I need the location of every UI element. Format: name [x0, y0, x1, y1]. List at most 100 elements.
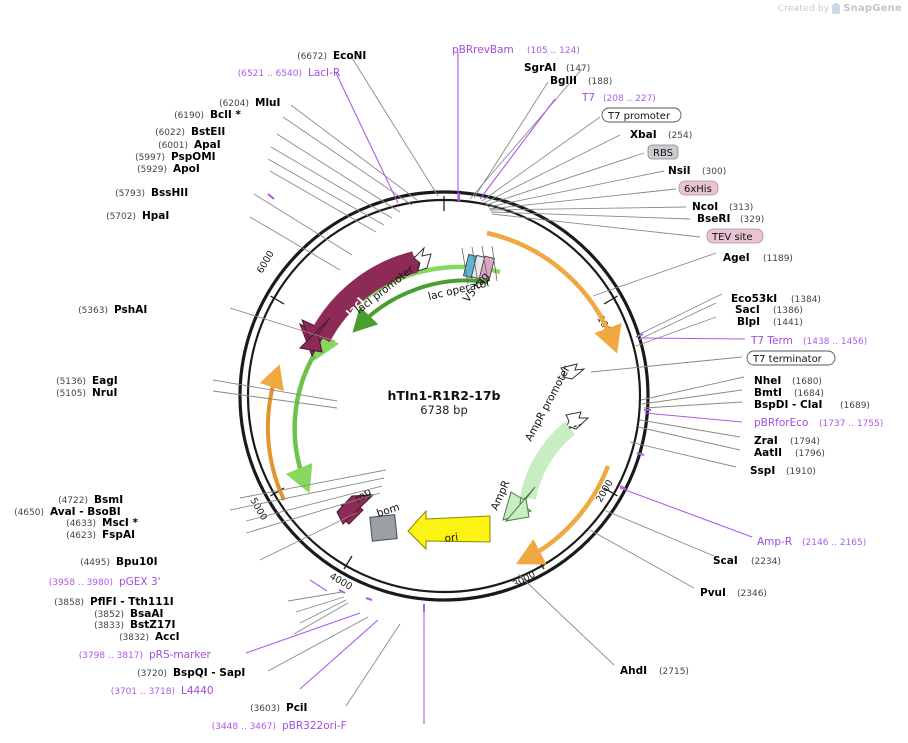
label-enzyme-EcoNI[interactable]: EcoNI [333, 50, 366, 62]
label-enzyme-EagI[interactable]: EagI [92, 375, 118, 387]
label-pos: (208 .. 227) [603, 94, 656, 104]
feature-arc-orange-left [259, 364, 286, 501]
label-pos: (1794) [790, 437, 820, 447]
feature-arc-green-dark-top [352, 278, 489, 333]
label-enzyme-SspI[interactable]: SspI [750, 465, 775, 477]
label-enzyme-NcoI[interactable]: NcoI [692, 201, 718, 213]
label-enzyme-BseRI[interactable]: BseRI [697, 213, 730, 225]
label-pos: (3798 .. 3817) [79, 651, 143, 661]
feature-box-RBS[interactable]: RBS [647, 144, 679, 160]
label-pos: (6022) [155, 128, 185, 138]
label-pos: (2234) [751, 557, 781, 567]
label-enzyme-BmtI[interactable]: BmtI [754, 387, 782, 399]
label-pos: (6521 .. 6540) [238, 69, 302, 79]
label-pos: (1386) [773, 306, 803, 316]
label-pos: (1438 .. 1456) [803, 337, 867, 347]
label-primer-pBRrevBam[interactable]: pBRrevBam [452, 44, 514, 56]
feature-box-T7-promoter[interactable]: T7 promoter [601, 107, 682, 123]
label-pos: (1796) [795, 449, 825, 459]
label-enzyme-ApaI[interactable]: ApaI [194, 139, 221, 151]
label-enzyme-Bpu10I[interactable]: Bpu10I [116, 556, 158, 568]
label-enzyme-BglII[interactable]: BglII [550, 75, 577, 87]
label-enzyme-NheI[interactable]: NheI [754, 375, 781, 387]
feature-box-label: T7 terminator [752, 354, 823, 365]
label-pos: (5997) [135, 153, 165, 163]
label-primer-T7[interactable]: T7 [581, 92, 595, 104]
label-primer-pBR322ori-F[interactable]: pBR322ori-F [282, 720, 347, 732]
label-pos: (4650) [14, 508, 44, 518]
label-enzyme-AccI[interactable]: AccI [155, 631, 179, 643]
label-enzyme-BclI[interactable]: BclI * [210, 109, 241, 121]
label-enzyme-PvuI[interactable]: PvuI [700, 587, 726, 599]
label-enzyme-NsiI[interactable]: NsiI [668, 165, 691, 177]
label-primer-pBRforEco[interactable]: pBRforEco [754, 417, 808, 429]
label-pos: (4495) [80, 558, 110, 568]
label-enzyme-SgrAI[interactable]: SgrAI [524, 62, 556, 74]
label-enzyme-ScaI[interactable]: ScaI [713, 555, 738, 567]
label-enzyme-XbaI[interactable]: XbaI [630, 129, 657, 141]
label-primer-T7Term[interactable]: T7 Term [750, 335, 793, 347]
label-pos: (3701 .. 3718) [111, 687, 175, 697]
label-primer-L4440[interactable]: L4440 [181, 685, 214, 697]
label-pos: (5363) [78, 306, 108, 316]
label-enzyme-Eco53kI[interactable]: Eco53kI [731, 293, 777, 305]
label-pos: (3833) [94, 621, 124, 631]
label-group-bottom-right: Amp-R (2146 .. 2165) ScaI (2234) PvuI (2… [620, 536, 866, 677]
label-enzyme-MscI[interactable]: MscI * [102, 517, 138, 529]
label-primer-pRS-marker[interactable]: pRS-marker [149, 649, 212, 661]
label-enzyme-BspQI-SapI[interactable]: BspQI - SapI [173, 667, 245, 679]
feature-box-label: RBS [653, 148, 673, 159]
label-pos: (188) [588, 77, 612, 87]
label-group-bottom-left: (4722) BsmI (4650) AvaI - BsoBI (4633) M… [14, 494, 347, 732]
label-pos: (1737 .. 1755) [819, 419, 883, 429]
label-enzyme-PshAI[interactable]: PshAI [114, 304, 147, 316]
label-pos: (3852) [94, 610, 124, 620]
label-pos: (1680) [792, 377, 822, 387]
label-enzyme-ZraI[interactable]: ZraI [754, 435, 778, 447]
label-enzyme-BsmI[interactable]: BsmI [94, 494, 123, 506]
label-enzyme-BstEII[interactable]: BstEII [191, 126, 225, 138]
label-enzyme-FspAI[interactable]: FspAI [102, 529, 135, 541]
label-pos: (6672) [297, 52, 327, 62]
label-pos: (5793) [115, 189, 145, 199]
feature-box-T7-terminator[interactable]: T7 terminator [746, 350, 836, 366]
label-pos: (1189) [763, 254, 793, 264]
label-pos: (6204) [219, 99, 249, 109]
feature-box-label: 6xHis [684, 184, 712, 195]
feature-box-6xHis[interactable]: 6xHis [678, 180, 719, 196]
label-enzyme-PspOMI[interactable]: PspOMI [171, 151, 216, 163]
label-enzyme-PciI[interactable]: PciI [286, 702, 307, 714]
feature-box-label: TEV site [711, 232, 753, 243]
label-primer-LacI-R[interactable]: LacI-R [308, 67, 340, 79]
label-primer-Amp-R[interactable]: Amp-R [757, 536, 792, 548]
label-enzyme-BspDI-ClaI[interactable]: BspDI - ClaI [754, 399, 822, 411]
feature-lacI-promoter-arrow [413, 246, 432, 272]
label-enzyme-AgeI[interactable]: AgeI [723, 252, 750, 264]
snapgene-watermark: Created by SnapGene [778, 3, 902, 14]
label-pos: (1441) [773, 318, 803, 328]
label-pos: (4623) [66, 531, 96, 541]
label-enzyme-HpaI[interactable]: HpaI [142, 210, 169, 222]
label-enzyme-ApoI[interactable]: ApoI [173, 163, 200, 175]
label-enzyme-NruI[interactable]: NruI [92, 387, 117, 399]
label-enzyme-AatII[interactable]: AatII [754, 447, 782, 459]
feature-box-TEV-site[interactable]: TEV site [706, 228, 764, 244]
label-pos: (1684) [794, 389, 824, 399]
label-enzyme-MluI[interactable]: MluI [255, 97, 280, 109]
label-pos: (4722) [58, 496, 88, 506]
label-enzyme-SacI[interactable]: SacI [735, 304, 760, 316]
label-enzyme-AhdI[interactable]: AhdI [620, 665, 647, 677]
feature-ampR-arrow [502, 421, 584, 522]
label-group-left: (5363) PshAI (5136) EagI (5105) NruI [56, 304, 147, 399]
label-enzyme-BlpI[interactable]: BlpI [737, 316, 760, 328]
label-enzyme-BsaAI[interactable]: BsaAI [130, 608, 163, 620]
label-enzyme-AvaI-BsoBI[interactable]: AvaI - BsoBI [50, 506, 121, 518]
label-enzyme-BssHII[interactable]: BssHII [151, 187, 188, 199]
ring-feature-marks [267, 193, 651, 612]
label-enzyme-PflFI-Tth111I[interactable]: PflFI - Tth111I [90, 596, 174, 608]
label-primer-pGEX3[interactable]: pGEX 3' [119, 576, 161, 588]
label-pos: (105 .. 124) [527, 46, 580, 56]
label-enzyme-BstZ17I[interactable]: BstZ17I [130, 619, 175, 631]
